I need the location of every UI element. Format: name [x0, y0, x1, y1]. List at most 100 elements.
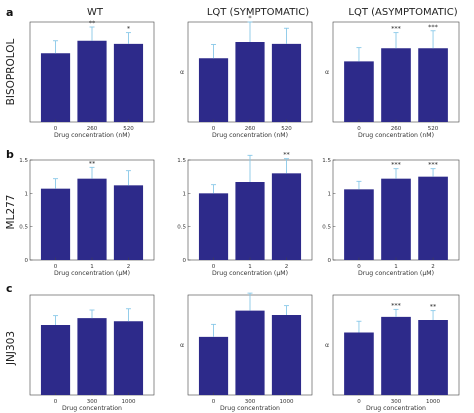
x-tick-label: 0 — [54, 126, 58, 132]
y-tick-label: 1 — [328, 191, 332, 197]
significance-label: * — [127, 25, 131, 33]
x-tick-label: 0 — [212, 264, 216, 270]
column-title-wt: WT — [87, 7, 104, 18]
x-tick-label: 260 — [87, 126, 98, 132]
bar — [418, 320, 448, 395]
x-tick-label: 0 — [212, 126, 216, 132]
significance-label: *** — [391, 161, 402, 169]
x-tick-label: 300 — [87, 399, 98, 405]
figure-headers: WT LQT (SYMPTOMATIC) LQT (ASYMPTOMATIC) … — [5, 6, 458, 366]
significance-label: ** — [283, 151, 290, 159]
x-tick-label: 1 — [90, 264, 94, 270]
x-tick-label: 1000 — [121, 399, 135, 405]
panel-letter-a: a — [6, 6, 13, 19]
row-label-jnj303: JNJ303 — [5, 331, 17, 366]
bar — [418, 176, 448, 260]
x-tick-label: 1 — [394, 264, 398, 270]
y-axis-label: α — [325, 342, 329, 349]
y-tick-label: 0 — [183, 258, 187, 264]
x-axis-label: Drug concentration — [366, 405, 426, 412]
column-title-lqt-symptomatic: LQT (SYMPTOMATIC) — [207, 7, 309, 18]
x-axis-label: Drug concentration (nM) — [54, 132, 130, 139]
x-tick-label: 260 — [245, 126, 256, 132]
significance-label: ** — [89, 159, 96, 167]
bar — [198, 193, 229, 260]
x-axis-label: Drug concentration (nM) — [212, 132, 288, 139]
y-axis-label: α — [180, 69, 184, 76]
row-label-bisoprolol: BISOPROLOL — [5, 38, 17, 105]
significance-label: ** — [89, 19, 96, 27]
x-tick-label: 520 — [428, 126, 439, 132]
column-title-lqt-asymptomatic: LQT (ASYMPTOMATIC) — [348, 7, 457, 18]
x-tick-label: 520 — [123, 126, 134, 132]
significance-label: *** — [391, 301, 402, 309]
x-tick-label: 0 — [212, 399, 216, 405]
bar — [40, 325, 71, 395]
bar — [271, 173, 302, 260]
x-tick-label: 1000 — [279, 399, 293, 405]
bar — [271, 315, 302, 395]
y-tick-label: 0.5 — [177, 225, 186, 231]
bar — [235, 310, 265, 395]
x-axis-label: Drug concentration — [220, 405, 280, 412]
bar — [113, 185, 144, 260]
x-tick-label: 2 — [285, 264, 289, 270]
x-tick-label: 0 — [357, 399, 361, 405]
x-tick-label: 300 — [391, 399, 402, 405]
y-tick-label: 1 — [183, 191, 187, 197]
x-tick-label: 0 — [357, 264, 361, 270]
x-axis-label: Drug concentration (μM) — [54, 270, 130, 277]
panel-letter-b: b — [6, 148, 14, 161]
x-tick-label: 260 — [391, 126, 402, 132]
bar — [77, 40, 107, 122]
y-tick-label: 0.5 — [19, 225, 28, 231]
bar — [418, 48, 448, 122]
bar — [77, 178, 107, 260]
significance-label: *** — [391, 25, 402, 33]
y-tick-label: 1.5 — [177, 158, 186, 164]
y-tick-label: 0.5 — [322, 225, 331, 231]
bar — [113, 43, 144, 122]
bar — [235, 182, 265, 260]
x-tick-label: 2 — [431, 264, 435, 270]
x-tick-label: 0 — [54, 399, 58, 405]
bar — [198, 58, 229, 122]
x-tick-label: 1 — [248, 264, 252, 270]
significance-label: ** — [430, 303, 437, 311]
panel-letter-c: c — [6, 282, 13, 295]
bar — [344, 332, 374, 395]
x-tick-label: 2 — [127, 264, 131, 270]
bar — [381, 178, 411, 260]
bar — [381, 316, 411, 395]
bar — [113, 321, 144, 395]
y-tick-label: 0 — [25, 258, 29, 264]
x-tick-label: 520 — [281, 126, 292, 132]
significance-label: *** — [428, 161, 439, 169]
x-tick-label: 1000 — [426, 399, 440, 405]
significance-label: *** — [428, 23, 439, 31]
x-axis-label: Drug concentration (μM) — [212, 270, 288, 277]
y-tick-label: 1.5 — [322, 158, 331, 164]
bar — [344, 189, 374, 260]
bar — [381, 48, 411, 122]
y-tick-label: 1.5 — [19, 158, 28, 164]
bar — [40, 188, 71, 260]
x-tick-label: 300 — [245, 399, 256, 405]
x-tick-label: 0 — [357, 126, 361, 132]
x-axis-label: Drug concentration (nM) — [358, 132, 434, 139]
y-tick-label: 0 — [328, 258, 332, 264]
bar — [271, 43, 302, 122]
y-tick-label: 1 — [25, 191, 29, 197]
x-axis-label: Drug concentration — [62, 405, 122, 412]
row-label-ml277: ML277 — [5, 195, 17, 230]
bar — [40, 53, 71, 122]
